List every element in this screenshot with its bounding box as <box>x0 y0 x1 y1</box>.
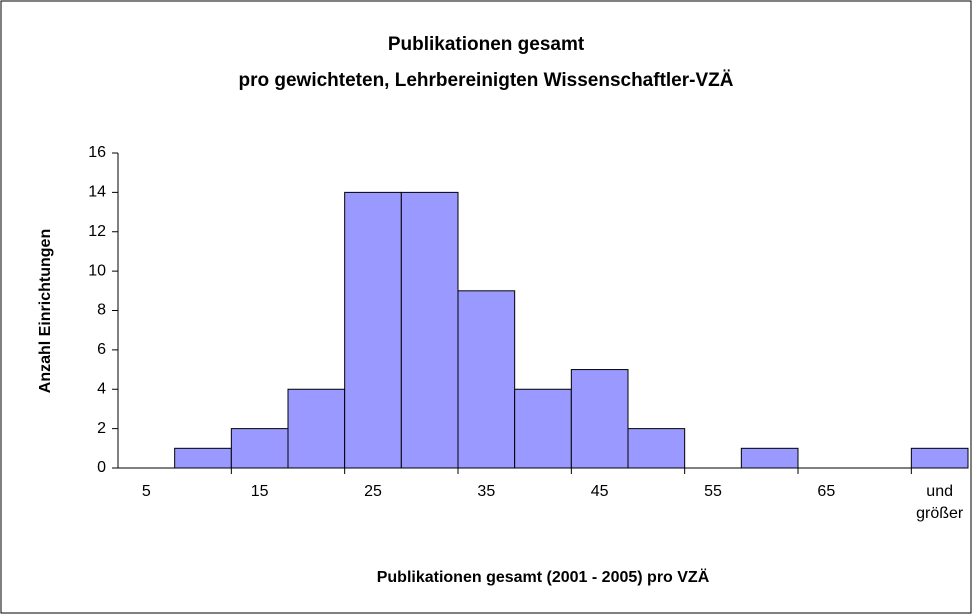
y-tick-label: 2 <box>97 420 106 437</box>
bar <box>287 388 346 469</box>
bar <box>627 428 686 469</box>
y-tick-label: 14 <box>88 184 106 201</box>
x-axis-label: Publikationen gesamt (2001 - 2005) pro V… <box>377 568 710 586</box>
y-tick-label: 0 <box>97 459 106 476</box>
x-tick-label: und größer <box>916 483 964 522</box>
x-tick-label: 55 <box>704 483 722 500</box>
x-tick-label: 45 <box>590 483 609 500</box>
chart-title: Publikationen gesamt <box>388 34 585 55</box>
x-tick-label: 5 <box>141 483 151 500</box>
y-tick-label: 16 <box>88 144 106 161</box>
x-tick-label: 15 <box>250 483 269 500</box>
y-axis-label: Anzahl Einrichtungen <box>37 229 54 393</box>
y-tick-label: 12 <box>88 223 106 240</box>
x-tick-label: 25 <box>364 483 382 500</box>
bar <box>910 447 969 469</box>
bar <box>174 447 232 469</box>
x-tick-label: 65 <box>817 483 836 500</box>
bar <box>740 447 799 469</box>
bar <box>457 290 516 469</box>
bar <box>230 428 289 469</box>
y-tick-label: 6 <box>97 341 106 358</box>
y-tick-label: 8 <box>97 302 106 319</box>
bar <box>514 388 572 469</box>
chart-subtitle: pro gewichteten, Lehrbereinigten Wissens… <box>239 70 734 91</box>
bar <box>344 191 402 469</box>
y-tick-label: 4 <box>97 380 106 397</box>
bar <box>400 191 459 469</box>
x-tick-label: 35 <box>477 483 496 500</box>
bar <box>570 369 629 469</box>
y-tick-label: 10 <box>88 262 106 279</box>
